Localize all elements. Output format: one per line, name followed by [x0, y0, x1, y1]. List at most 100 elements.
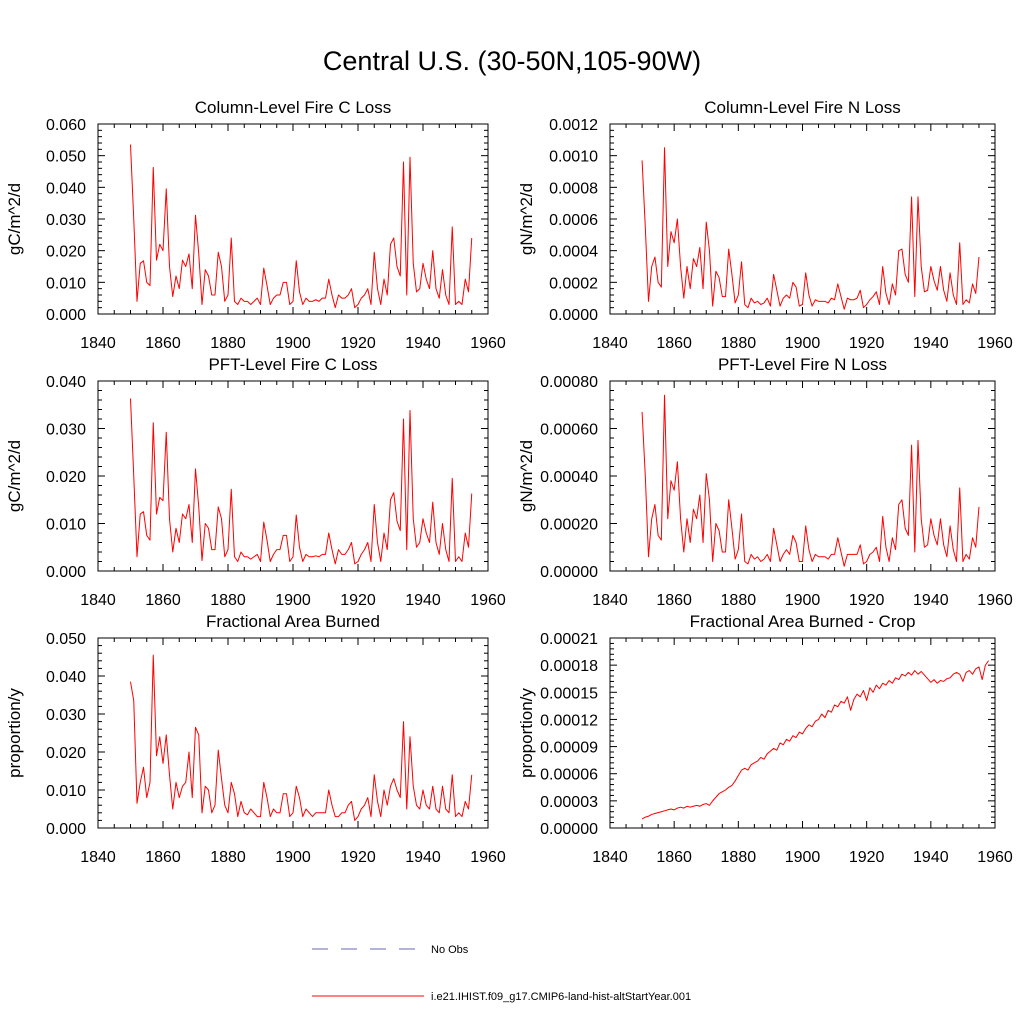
x-tick-label: 1960 — [470, 335, 506, 352]
y-tick-label: 0.020 — [46, 469, 86, 486]
x-tick-label: 1880 — [721, 335, 757, 352]
y-tick-label: 0.020 — [46, 244, 86, 261]
chart-panel-6: 1840 1860 1880 1900 1920 1940 1960 0.00000 0.000… — [517, 612, 1013, 866]
x-tick-label: 1900 — [275, 849, 311, 866]
x-tick-label: 1940 — [913, 592, 949, 609]
y-tick-label: 0.000 — [46, 564, 86, 581]
x-tick-label: 1860 — [656, 592, 692, 609]
x-tick-label: 1840 — [80, 849, 116, 866]
series-line-1 — [641, 147, 980, 310]
y-tick-label: 0.00080 — [540, 374, 598, 391]
x-tick-label: 1860 — [145, 335, 181, 352]
x-tick-label: 1900 — [275, 335, 311, 352]
x-tick-label: 1860 — [656, 849, 692, 866]
y-tick-label: 0.00012 — [540, 712, 598, 729]
series-line-1 — [130, 144, 473, 309]
x-tick-label: 1900 — [275, 592, 311, 609]
y-tick-label: 0.000 — [46, 821, 86, 838]
chart-panels: 1840 1860 1880 1900 1920 1940 1960 0.000 0.010 0.… — [5, 98, 1013, 866]
x-tick-label: 1920 — [849, 592, 885, 609]
x-tick-label: 1960 — [977, 592, 1013, 609]
x-tick-label: 1940 — [913, 335, 949, 352]
y-axis-label: gN/m^2/d — [517, 440, 536, 512]
x-tick-label: 1940 — [913, 849, 949, 866]
plot-frame — [97, 637, 489, 829]
x-tick-label: 1960 — [470, 592, 506, 609]
x-tick-label: 1940 — [405, 335, 441, 352]
x-tick-label: 1960 — [977, 849, 1013, 866]
series-line-1 — [130, 654, 473, 821]
x-tick-label: 1840 — [80, 335, 116, 352]
y-tick-label: 0.030 — [46, 707, 86, 724]
panel-title: PFT-Level Fire C Loss — [208, 355, 377, 374]
y-axis-label: gC/m^2/d — [5, 183, 24, 255]
y-tick-label: 0.00015 — [540, 685, 598, 702]
y-tick-label: 0.00009 — [540, 740, 598, 757]
y-tick-label: 0.00020 — [540, 517, 598, 534]
y-tick-label: 0.000 — [46, 307, 86, 324]
y-tick-label: 0.050 — [46, 631, 86, 648]
x-tick-label: 1880 — [210, 592, 246, 609]
x-tick-label: 1840 — [592, 592, 628, 609]
y-tick-label: 0.0006 — [549, 212, 598, 229]
y-tick-label: 0.010 — [46, 517, 86, 534]
y-tick-label: 0.040 — [46, 669, 86, 686]
x-tick-label: 1860 — [145, 849, 181, 866]
x-tick-label: 1960 — [977, 335, 1013, 352]
y-tick-label: 0.00021 — [540, 631, 598, 648]
legend: No Obs i.e21.IHIST.f09_g17.CMIP6-land-hi… — [312, 944, 691, 1003]
chart-panel-1: 1840 1860 1880 1900 1920 1940 1960 0.000 0.010 0.… — [5, 98, 506, 352]
y-tick-label: 0.040 — [46, 180, 86, 197]
y-tick-label: 0.0004 — [549, 244, 598, 261]
x-tick-label: 1840 — [592, 849, 628, 866]
x-tick-label: 1840 — [592, 335, 628, 352]
panel-title: PFT-Level Fire N Loss — [718, 355, 887, 374]
x-tick-label: 1920 — [849, 849, 885, 866]
y-tick-label: 0.00000 — [540, 564, 598, 581]
y-tick-label: 0.0010 — [549, 149, 598, 166]
y-tick-label: 0.020 — [46, 745, 86, 762]
y-tick-label: 0.030 — [46, 422, 86, 439]
legend-label-no-obs: No Obs — [431, 944, 469, 956]
chart-panel-4: 1840 1860 1880 1900 1920 1940 1960 0.00000 0.000… — [517, 355, 1013, 609]
x-tick-label: 1960 — [470, 849, 506, 866]
series-line-1 — [641, 660, 989, 820]
y-tick-label: 0.0012 — [549, 117, 598, 134]
x-tick-label: 1860 — [145, 592, 181, 609]
x-tick-label: 1900 — [785, 592, 821, 609]
y-axis-label: proportion/y — [517, 688, 536, 778]
x-tick-label: 1900 — [785, 849, 821, 866]
x-tick-label: 1880 — [210, 335, 246, 352]
y-tick-label: 0.030 — [46, 212, 86, 229]
panel-title: Column-Level Fire C Loss — [195, 98, 392, 117]
y-axis-label: gC/m^2/d — [5, 440, 24, 512]
legend-label-model: i.e21.IHIST.f09_g17.CMIP6-land-hist-altS… — [431, 991, 691, 1003]
x-tick-label: 1880 — [210, 849, 246, 866]
y-tick-label: 0.060 — [46, 117, 86, 134]
chart-panel-2: 1840 1860 1880 1900 1920 1940 1960 0.0000 0.0002… — [517, 98, 1013, 352]
x-tick-label: 1860 — [656, 335, 692, 352]
chart-panel-3: 1840 1860 1880 1900 1920 1940 1960 0.000 0.010 0.… — [5, 355, 506, 609]
y-tick-label: 0.040 — [46, 374, 86, 391]
series-line-1 — [641, 394, 980, 567]
y-tick-label: 0.00000 — [540, 821, 598, 838]
y-axis-label: proportion/y — [5, 688, 24, 778]
x-tick-label: 1940 — [405, 849, 441, 866]
x-tick-label: 1920 — [340, 849, 376, 866]
chart-panel-5: 1840 1860 1880 1900 1920 1940 1960 0.000 0.010 0.… — [5, 612, 506, 866]
y-tick-label: 0.0000 — [549, 307, 598, 324]
plot-frame — [609, 123, 996, 315]
series-line-1 — [130, 398, 473, 565]
panel-title: Fractional Area Burned - Crop — [690, 612, 916, 631]
y-tick-label: 0.0008 — [549, 180, 598, 197]
y-tick-label: 0.050 — [46, 149, 86, 166]
x-tick-label: 1840 — [80, 592, 116, 609]
y-axis-label: gN/m^2/d — [517, 183, 536, 255]
panel-title: Fractional Area Burned — [206, 612, 380, 631]
x-tick-label: 1920 — [849, 335, 885, 352]
y-tick-label: 0.00006 — [540, 767, 598, 784]
y-tick-label: 0.010 — [46, 783, 86, 800]
figure-title: Central U.S. (30-50N,105-90W) — [322, 46, 702, 76]
y-tick-label: 0.00040 — [540, 469, 598, 486]
